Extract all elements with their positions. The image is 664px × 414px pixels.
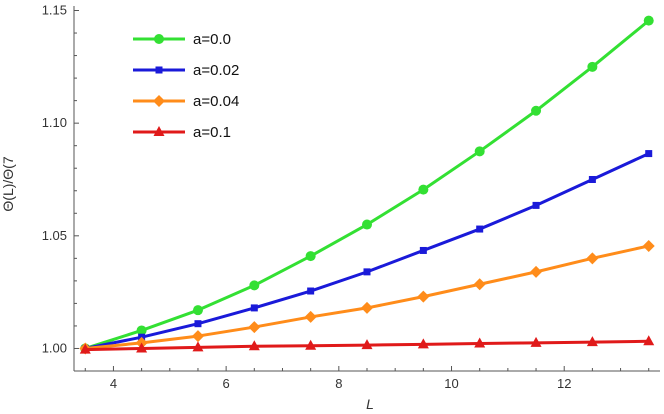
data-point	[645, 150, 653, 158]
data-point	[361, 339, 373, 350]
legend-entry: a=0.1	[133, 124, 231, 141]
x-tick-label: 12	[557, 376, 571, 391]
legend-marker	[153, 95, 165, 107]
legend-label: a=0.1	[193, 124, 231, 141]
data-point	[305, 251, 316, 262]
data-point	[419, 246, 427, 254]
y-tick-label: 1.00	[42, 340, 67, 355]
series-2	[79, 239, 655, 355]
x-tick-label: 10	[444, 376, 458, 391]
data-point	[79, 343, 91, 354]
data-point	[362, 219, 372, 230]
axes: 4 6 8 10 12 1.00 1.05 1.10 1.15	[42, 3, 660, 391]
legend-entry: a=0.0	[133, 31, 231, 48]
data-point	[474, 337, 486, 348]
x-tick-label: 8	[335, 376, 342, 391]
data-point	[418, 184, 429, 195]
data-point	[192, 305, 203, 316]
data-point	[191, 330, 204, 343]
legend-marker	[155, 66, 163, 74]
data-point	[643, 15, 654, 26]
data-point	[307, 287, 315, 295]
data-point	[586, 252, 599, 265]
legend-entry: a=0.02	[133, 62, 239, 79]
data-point	[474, 146, 485, 157]
x-tick-label: 6	[223, 376, 230, 391]
data-point	[476, 225, 484, 233]
data-point	[642, 239, 655, 252]
legend-label: a=0.04	[193, 93, 239, 110]
data-point	[530, 336, 542, 347]
data-point	[531, 105, 542, 116]
data-point	[361, 301, 373, 314]
data-point	[586, 336, 598, 347]
data-point	[192, 341, 204, 352]
data-point	[250, 304, 258, 312]
data-point	[304, 310, 317, 323]
data-point	[587, 61, 598, 72]
x-tick-label: 4	[110, 376, 117, 391]
y-axis-label: Θ(L)/Θ(7	[0, 156, 16, 211]
data-point	[305, 339, 317, 350]
data-point	[136, 325, 147, 336]
data-point	[136, 342, 148, 353]
data-point	[249, 280, 260, 291]
data-point	[248, 340, 260, 351]
data-point	[588, 175, 596, 183]
legend-marker	[153, 126, 165, 136]
legend-entry: a=0.04	[133, 93, 239, 110]
data-point	[532, 201, 540, 209]
legend-label: a=0.02	[193, 62, 239, 79]
plot-area	[79, 15, 655, 355]
data-point	[473, 278, 486, 291]
y-tick-label: 1.05	[42, 228, 67, 243]
y-tick-label: 1.15	[42, 3, 67, 18]
data-point	[417, 290, 430, 303]
data-point	[248, 321, 261, 334]
data-point	[363, 268, 371, 276]
series-0	[80, 15, 654, 354]
series-3	[79, 335, 655, 354]
legend-marker	[154, 34, 164, 44]
x-axis-label: L	[366, 396, 374, 412]
data-point	[194, 320, 202, 328]
data-point	[643, 335, 655, 346]
legend: a=0.0 a=0.02 a=0.04 a=0.1	[133, 31, 239, 141]
y-tick-label: 1.10	[42, 115, 67, 130]
data-point	[530, 265, 543, 278]
data-point	[417, 338, 429, 349]
legend-label: a=0.0	[193, 31, 231, 48]
series-line	[85, 244, 650, 350]
